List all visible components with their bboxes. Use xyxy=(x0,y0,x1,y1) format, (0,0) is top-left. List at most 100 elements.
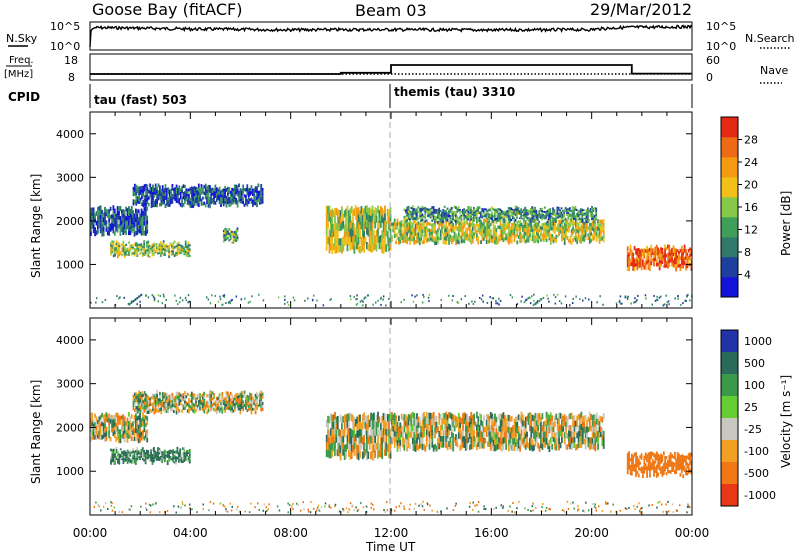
heatmap-cell xyxy=(574,208,577,211)
heatmap-cell xyxy=(449,208,452,211)
nave-tick-low: 0 xyxy=(706,71,713,84)
heatmap-cell xyxy=(404,219,407,224)
heatmap-cell xyxy=(159,395,161,399)
heatmap-cell xyxy=(99,427,102,432)
heatmap-cell xyxy=(438,219,441,223)
heatmap-cell xyxy=(588,230,591,234)
heatmap-cell xyxy=(635,257,637,261)
heatmap-cell xyxy=(418,216,421,219)
heatmap-cell xyxy=(538,228,541,232)
heatmap-cell xyxy=(473,214,475,217)
heatmap-cell xyxy=(101,421,104,427)
heatmap-cell xyxy=(467,208,470,211)
heatmap-cell xyxy=(669,259,672,263)
heatmap-cell xyxy=(430,223,432,227)
heatmap-cell xyxy=(424,422,427,429)
heatmap-cell xyxy=(215,193,218,196)
heatmap-cell xyxy=(423,209,425,212)
heatmap-cell xyxy=(175,459,177,462)
heatmap-cell xyxy=(187,452,190,455)
heatmap-cell xyxy=(171,184,174,188)
heatmap-cell xyxy=(334,434,336,442)
heatmap-cell xyxy=(374,450,377,458)
heatmap-cell xyxy=(261,395,264,399)
heatmap-cell xyxy=(284,295,286,298)
heatmap-cell xyxy=(466,425,469,432)
heatmap-cell xyxy=(499,210,502,213)
heatmap-cell xyxy=(182,447,184,450)
heatmap-cell xyxy=(312,298,314,301)
heatmap-cell xyxy=(349,451,352,460)
heatmap-cell xyxy=(152,203,154,208)
heatmap-cell xyxy=(591,220,594,225)
heatmap-cell xyxy=(522,438,524,445)
heatmap-cell xyxy=(416,431,418,438)
heatmap-cell xyxy=(647,248,650,253)
heatmap-cell xyxy=(126,417,129,423)
heatmap-cell xyxy=(150,456,152,459)
heatmap-cell xyxy=(517,442,520,449)
heatmap-cell xyxy=(139,437,141,443)
heatmap-cell xyxy=(619,295,622,298)
heatmap-cell xyxy=(139,432,141,438)
heatmap-cell xyxy=(350,234,353,243)
nsearch-tick-low: 10^0 xyxy=(706,40,736,53)
heatmap-cell xyxy=(456,416,459,422)
heatmap-cell xyxy=(143,391,146,395)
heatmap-cell xyxy=(407,419,410,426)
heatmap-cell xyxy=(595,229,598,233)
heatmap-cell xyxy=(360,206,363,214)
heatmap-cell xyxy=(328,437,331,445)
heatmap-cell xyxy=(423,228,425,233)
heatmap-cell xyxy=(112,456,115,460)
heatmap-cell xyxy=(225,199,228,204)
heatmap-cell xyxy=(199,190,201,194)
heatmap-cell xyxy=(151,243,154,246)
heatmap-cell xyxy=(143,419,146,424)
heatmap-cell xyxy=(410,231,413,235)
heatmap-cell xyxy=(174,197,177,201)
heatmap-cell xyxy=(496,437,499,444)
heatmap-cell xyxy=(561,213,564,216)
heatmap-cell xyxy=(428,443,431,450)
heatmap-cell xyxy=(664,252,666,257)
heatmap-cell xyxy=(195,187,197,190)
heatmap-cell xyxy=(501,233,503,237)
heatmap-cell xyxy=(375,215,378,223)
heatmap-cell xyxy=(528,216,531,219)
heatmap-cell xyxy=(432,215,435,218)
heatmap-cell xyxy=(478,220,481,224)
heatmap-cell xyxy=(520,226,523,230)
heatmap-cell xyxy=(577,219,579,221)
heatmap-cell xyxy=(470,240,473,245)
heatmap-cell xyxy=(238,183,240,188)
heatmap-cell xyxy=(360,442,363,450)
heatmap-cell xyxy=(385,220,388,229)
heatmap-cell xyxy=(554,222,556,227)
heatmap-cell xyxy=(364,448,367,456)
heatmap-cell xyxy=(446,438,449,445)
heatmap-cell xyxy=(501,230,503,234)
heatmap-cell xyxy=(496,302,499,305)
heatmap-cell xyxy=(379,213,382,221)
heatmap-cell xyxy=(660,247,662,251)
heatmap-cell xyxy=(489,296,491,299)
heatmap-cell xyxy=(210,401,213,405)
heatmap-cell xyxy=(190,197,193,201)
heatmap-cell xyxy=(126,253,129,256)
heatmap-cell xyxy=(391,437,393,445)
heatmap-cell xyxy=(431,436,434,442)
heatmap-cell xyxy=(555,215,557,219)
heatmap-cell xyxy=(164,449,166,453)
heatmap-cell xyxy=(585,216,588,219)
heatmap-cell xyxy=(125,250,128,254)
heatmap-cell xyxy=(494,432,496,439)
heatmap-cell xyxy=(690,252,693,256)
heatmap-cell xyxy=(167,395,170,399)
heatmap-cell xyxy=(457,425,460,433)
heatmap-cell xyxy=(388,421,390,429)
heatmap-cell xyxy=(231,199,233,202)
heatmap-cell xyxy=(395,222,397,227)
heatmap-cell xyxy=(396,225,399,230)
heatmap-cell xyxy=(587,236,590,241)
